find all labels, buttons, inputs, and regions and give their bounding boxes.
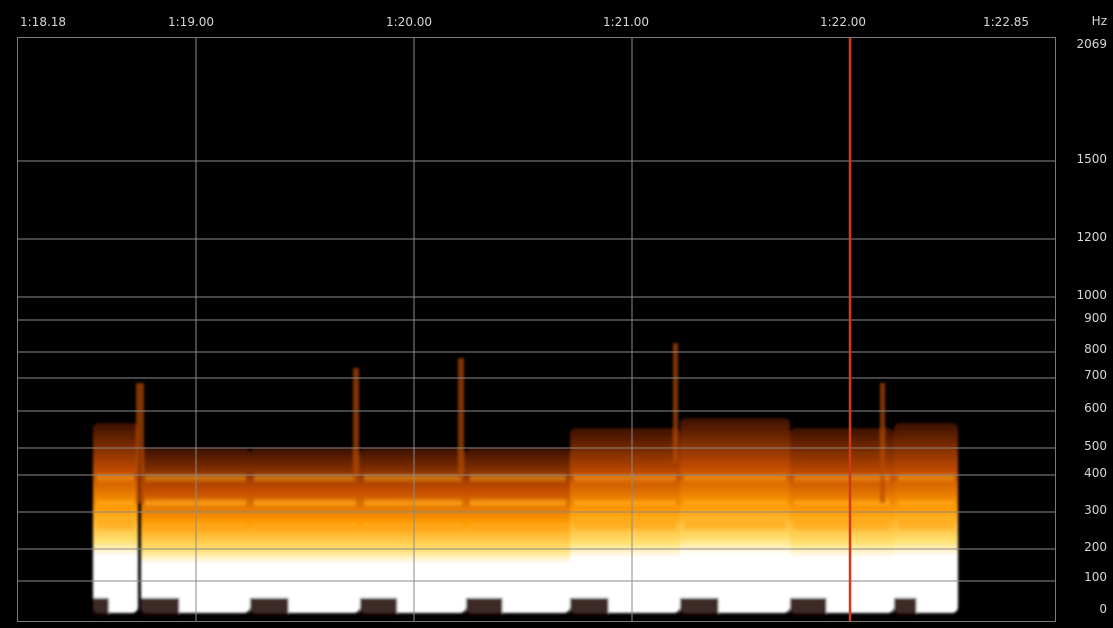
spectrogram-transient <box>673 343 678 463</box>
frequency-tick-label: 800 <box>1084 342 1107 356</box>
frequency-tick-label: 900 <box>1084 311 1107 325</box>
frequency-tick-label: 1500 <box>1076 152 1107 166</box>
spectrogram-harmonic-band <box>794 519 890 531</box>
spectrogram-harmonic-band <box>364 472 462 484</box>
spectrogram-harmonic-band <box>254 472 356 484</box>
spectrogram-harmonic-band <box>470 519 566 531</box>
frequency-tick-label: 500 <box>1084 439 1107 453</box>
spectrogram-energy <box>93 343 958 616</box>
spectrogram-transient <box>353 368 359 488</box>
time-tick-label: 1:20.00 <box>386 15 433 29</box>
spectrogram-low-energy-region <box>570 598 609 616</box>
spectrogram-low-energy-region <box>680 598 719 616</box>
spectrogram-harmonic-band <box>684 519 786 531</box>
spectrogram-energy-region <box>680 418 790 613</box>
spectrogram-harmonic-band <box>97 497 134 509</box>
spectrogram-harmonic-band <box>898 497 954 509</box>
spectrogram-harmonic-band <box>470 497 566 509</box>
frequency-tick-label: 700 <box>1084 368 1107 382</box>
frequency-tick-label: 400 <box>1084 466 1107 480</box>
spectrogram-low-energy-region <box>250 598 289 616</box>
spectrogram-transient <box>458 358 464 478</box>
time-axis-start-label: 1:18.18 <box>20 15 67 29</box>
spectrogram-harmonic-band <box>364 497 462 509</box>
spectrogram-harmonic-band <box>794 497 890 509</box>
spectrogram-transient <box>880 383 885 503</box>
frequency-tick-label: 1000 <box>1076 288 1107 302</box>
frequency-tick-label: 300 <box>1084 503 1107 517</box>
time-axis-end-label: 1:22.85 <box>983 15 1030 29</box>
spectrogram-low-energy-region <box>790 598 827 616</box>
time-tick-label: 1:21.00 <box>603 15 650 29</box>
spectrogram-harmonic-band <box>97 472 134 484</box>
time-axis: 1:18.18 1:19.00 1:20.00 1:21.00 1:22.00 … <box>0 0 1113 36</box>
frequency-tick-label: 1200 <box>1076 230 1107 244</box>
spectrogram-harmonic-band <box>470 472 566 484</box>
spectrogram-harmonic-band <box>898 472 954 484</box>
spectrogram-grid <box>18 38 1055 621</box>
frequency-axis: Hz 2069 1500 1200 1000 900 800 700 600 5… <box>1058 0 1113 628</box>
spectrogram-harmonic-band <box>574 472 676 484</box>
frequency-tick-label: 100 <box>1084 570 1107 584</box>
time-tick-label: 1:22.00 <box>820 15 867 29</box>
spectrogram-canvas <box>18 38 1055 621</box>
spectrogram-low-energy-region <box>466 598 503 616</box>
frequency-tick-label: 0 <box>1099 602 1107 616</box>
spectrogram-harmonic-band <box>684 497 786 509</box>
frequency-tick-label: 200 <box>1084 540 1107 554</box>
spectrogram-harmonic-band <box>574 519 676 531</box>
spectrogram-low-energy-region <box>894 598 917 616</box>
spectrogram-harmonic-band <box>898 519 954 531</box>
spectrogram-harmonic-band <box>254 519 356 531</box>
frequency-top-label: 2069 <box>1076 37 1107 51</box>
spectrogram-harmonic-band <box>97 519 134 531</box>
spectrogram-energy-region <box>93 423 138 613</box>
time-tick-label: 1:19.00 <box>168 15 215 29</box>
spectrogram-energy-region <box>894 423 958 613</box>
spectrogram-harmonic-band <box>364 519 462 531</box>
spectrogram-harmonic-band <box>794 472 890 484</box>
frequency-unit-label: Hz <box>1091 14 1107 28</box>
spectrogram-low-energy-region <box>93 598 109 616</box>
spectrogram-harmonic-band <box>574 497 676 509</box>
spectrogram-harmonic-band <box>254 497 356 509</box>
spectrogram-harmonic-band <box>684 472 786 484</box>
spectrogram-transient <box>136 383 144 503</box>
spectrogram-low-energy-region <box>360 598 398 616</box>
spectrogram-plot[interactable] <box>17 37 1056 622</box>
frequency-tick-label: 600 <box>1084 401 1107 415</box>
spectrogram-low-energy-region <box>141 598 180 616</box>
